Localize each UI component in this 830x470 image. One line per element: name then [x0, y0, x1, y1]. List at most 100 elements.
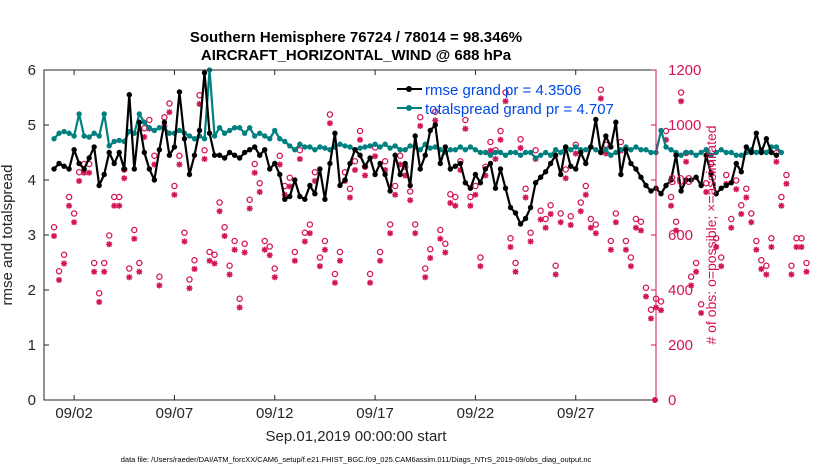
totalspread-point [176, 127, 183, 134]
obs-assimilated-marker [126, 274, 133, 281]
rmse-point [156, 147, 163, 153]
obs-possible-marker [321, 237, 329, 245]
obs-assimilated-marker [642, 293, 649, 300]
x-tick-label: 09/27 [557, 405, 595, 422]
rmse-point [618, 171, 624, 178]
obs-possible-marker [50, 223, 58, 231]
obs-assimilated-marker [437, 235, 444, 242]
obs-possible-marker [502, 89, 509, 96]
obs-assimilated-marker [758, 266, 765, 272]
rmse-point [322, 196, 328, 202]
totalspread-point [472, 147, 479, 153]
obs-assimilated-marker [402, 172, 409, 179]
totalspread-point [668, 147, 674, 153]
obs-possible-marker [301, 229, 309, 236]
rmse-point [387, 188, 393, 194]
obs-possible-marker [246, 196, 253, 203]
rmse-point [733, 160, 739, 167]
rmse-point [131, 166, 137, 172]
rmse-point [357, 152, 363, 158]
obs-possible-marker [226, 262, 233, 269]
obs-possible-marker [472, 182, 479, 190]
rmse-point [748, 149, 755, 156]
y-tick-label: 6 [28, 62, 36, 79]
y2-tick-label: 600 [668, 227, 693, 244]
obs-assimilated-marker [246, 205, 253, 212]
obs-possible-marker [667, 193, 675, 201]
obs-assimilated-marker [442, 249, 449, 256]
rmse-point [527, 204, 534, 211]
totalspread-point [527, 149, 534, 156]
y-tick-label: 3 [28, 227, 36, 244]
obs-assimilated-marker [422, 274, 429, 281]
totalspread-point [382, 141, 388, 147]
totalspread-point [322, 145, 328, 151]
rmse-point [201, 70, 208, 76]
rmse-point [718, 185, 724, 191]
obs-assimilated-marker [492, 156, 499, 162]
obs-assimilated-marker [331, 279, 338, 286]
obs-possible-marker [75, 168, 83, 176]
totalspread-point [492, 149, 499, 156]
rmse-point [166, 152, 173, 158]
obs-assimilated-marker [121, 175, 128, 182]
rmse-point [226, 149, 233, 156]
rmse-point [623, 147, 629, 153]
obs-assimilated-marker [763, 271, 770, 278]
rmse-point [81, 166, 87, 172]
totalspread-point [547, 152, 554, 158]
totalspread-point [713, 149, 719, 156]
chart-title: Southern Hemisphere 76724 / 78014 = 98.3… [190, 29, 522, 46]
obs-assimilated-marker [316, 263, 323, 270]
rmse-point [96, 182, 102, 189]
obs-assimilated-marker [788, 271, 795, 278]
y-tick-label: 4 [28, 172, 36, 189]
totalspread-point [146, 125, 153, 131]
obs-assimilated-marker [226, 271, 233, 278]
obs-possible-marker [55, 267, 63, 275]
obs-possible-marker [778, 193, 785, 201]
obs-possible-marker [512, 259, 519, 267]
rmse-point [171, 144, 178, 150]
totalspread-point [512, 149, 519, 156]
obs-assimilated-marker [698, 310, 705, 316]
rmse-point [302, 196, 308, 202]
totalspread-point [407, 143, 413, 149]
rmse-point [532, 180, 539, 186]
rmse-point [738, 169, 744, 175]
obs-assimilated-marker [186, 285, 193, 292]
obs-assimilated-marker [718, 263, 725, 270]
obs-possible-marker [306, 221, 314, 228]
totalspread-point [61, 128, 67, 135]
y2-tick-label: 1200 [668, 62, 701, 79]
totalspread-point [91, 130, 97, 136]
legend-spread-marker [406, 105, 412, 111]
obs-possible-marker [753, 237, 760, 245]
totalspread-point [753, 149, 760, 156]
obs-assimilated-marker [668, 202, 675, 209]
rmse-point [658, 191, 664, 197]
obs-assimilated-marker [537, 216, 544, 223]
totalspread-point [633, 144, 639, 150]
rmse-point [297, 193, 303, 200]
obs-possible-marker [231, 237, 238, 245]
obs-assimilated-marker [407, 197, 414, 204]
obs-assimilated-marker [522, 194, 529, 201]
obs-possible-marker [151, 152, 158, 159]
totalspread-point [392, 143, 398, 149]
obs-assimilated-marker [472, 191, 479, 198]
rmse-point [136, 119, 143, 125]
obs-assimilated-marker [552, 271, 559, 278]
obs-assimilated-marker [592, 230, 599, 237]
obs-possible-marker [597, 86, 605, 94]
rmse-point [502, 185, 509, 191]
totalspread-point [51, 136, 57, 142]
rmse-point [573, 166, 579, 172]
totalspread-point [96, 133, 102, 139]
obs-possible-marker [176, 152, 183, 159]
rmse-point [743, 144, 749, 150]
obs-possible-marker [411, 221, 419, 228]
obs-possible-marker [181, 229, 188, 236]
obs-possible-marker [146, 116, 153, 124]
obs-possible-marker [607, 237, 615, 245]
